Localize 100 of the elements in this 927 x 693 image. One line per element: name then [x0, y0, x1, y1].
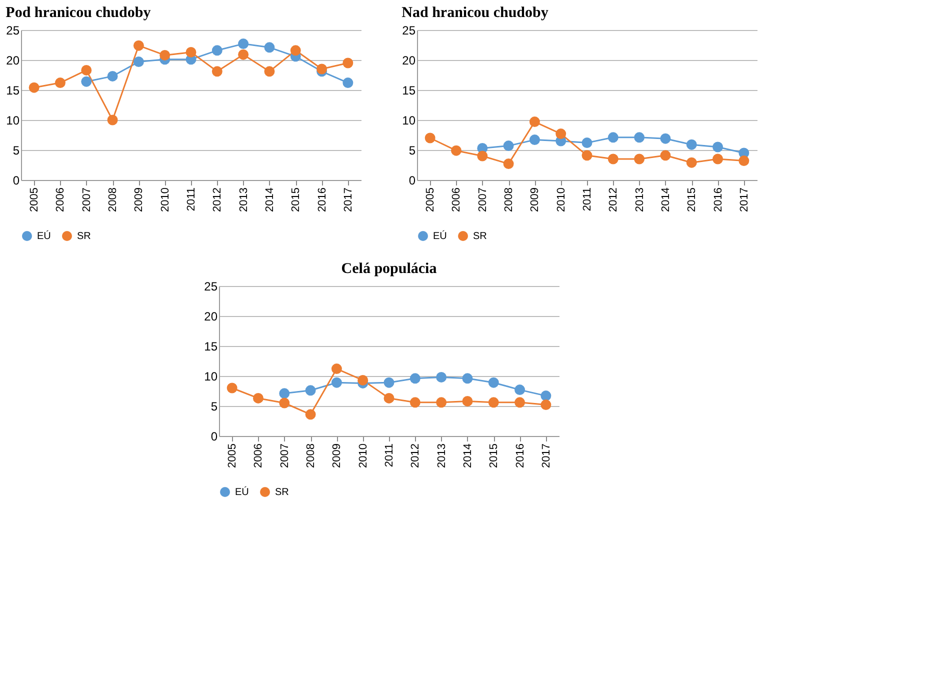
point — [238, 49, 249, 60]
point — [436, 372, 447, 382]
y-tick-label: 15 — [402, 84, 416, 98]
y-tick-label: 25 — [402, 24, 416, 38]
x-tick-label: 2009 — [331, 444, 344, 468]
legend-label: EÚ — [37, 230, 51, 242]
point — [342, 58, 354, 68]
point — [81, 64, 92, 76]
point — [582, 150, 592, 161]
chart-title: Nad hranicou chudoby — [402, 5, 549, 21]
point — [582, 138, 592, 148]
x-tick-label: 2007 — [80, 188, 93, 212]
x-tick-label: 2017 — [540, 444, 552, 468]
point — [477, 150, 488, 162]
point — [540, 400, 552, 410]
y-tick-label: 15 — [204, 340, 218, 354]
x-tick-label: 2008 — [107, 188, 120, 212]
x-tick-label: 2014 — [462, 444, 474, 468]
x-tick-label: 2010 — [159, 188, 172, 212]
point — [133, 56, 144, 68]
point — [279, 398, 290, 408]
point — [634, 132, 645, 143]
x-tick-label: 2016 — [514, 444, 526, 468]
legend-label: EÚ — [433, 230, 447, 242]
point — [424, 132, 436, 144]
x-tick-label: 2006 — [54, 188, 67, 212]
legend-label: SR — [77, 231, 91, 242]
x-tick-label: 2011 — [186, 188, 198, 212]
point — [384, 392, 394, 404]
point — [264, 42, 275, 53]
point — [410, 373, 420, 384]
point — [384, 377, 394, 388]
point — [514, 384, 526, 396]
point — [436, 397, 447, 408]
point — [28, 82, 40, 93]
x-tick-label: 2007 — [278, 444, 291, 468]
x-tick-label: 2012 — [212, 188, 224, 212]
x-tick-label: 2015 — [290, 188, 302, 212]
point — [305, 409, 316, 420]
point — [686, 139, 697, 150]
point — [331, 364, 342, 374]
x-tick-label: 2010 — [357, 444, 370, 468]
point — [316, 64, 328, 74]
x-tick-label: 2017 — [738, 188, 750, 212]
x-tick-label: 2013 — [238, 188, 250, 212]
x-tick-label: 2014 — [660, 188, 672, 212]
y-tick-label: 25 — [204, 280, 218, 294]
x-tick-label: 2008 — [305, 444, 318, 468]
point — [712, 142, 724, 152]
point — [186, 46, 196, 58]
x-tick-label: 2016 — [316, 188, 328, 212]
x-tick-label: 2011 — [582, 188, 594, 212]
point — [529, 134, 540, 146]
y-tick-label: 5 — [408, 144, 416, 158]
point — [290, 45, 301, 56]
y-tick-label: 0 — [210, 430, 218, 444]
x-tick-label: 2009 — [133, 188, 146, 212]
x-tick-label: 2005 — [28, 188, 41, 212]
point — [410, 397, 420, 408]
point — [450, 145, 462, 156]
point — [107, 70, 118, 82]
y-tick-label: 15 — [6, 84, 20, 98]
chart-title: Pod hranicou chudoby — [6, 5, 152, 21]
point — [503, 158, 514, 170]
point — [331, 377, 342, 388]
point — [462, 373, 473, 384]
point — [264, 66, 275, 77]
point — [608, 154, 618, 164]
y-tick-label: 10 — [204, 370, 218, 384]
point — [212, 66, 222, 77]
x-tick-label: 2012 — [410, 444, 422, 468]
point — [503, 140, 514, 152]
x-tick-label: 2017 — [342, 188, 354, 212]
y-tick-label: 5 — [12, 144, 20, 158]
x-tick-label: 2006 — [252, 444, 265, 468]
y-tick-label: 20 — [204, 310, 218, 324]
y-tick-label: 0 — [12, 174, 20, 188]
point — [358, 374, 368, 386]
x-tick-label: 2011 — [384, 444, 396, 468]
point — [252, 392, 264, 404]
point — [81, 76, 92, 87]
y-tick-label: 0 — [408, 174, 416, 188]
point — [608, 132, 618, 143]
point — [212, 45, 222, 56]
y-tick-label: 20 — [6, 54, 20, 68]
point — [342, 78, 354, 88]
x-tick-label: 2013 — [634, 188, 646, 212]
x-tick-label: 2016 — [712, 188, 724, 212]
y-tick-label: 25 — [6, 24, 20, 38]
point — [107, 114, 118, 126]
x-tick-label: 2009 — [529, 188, 542, 212]
point — [660, 150, 671, 161]
chart-title: Celá populácia — [341, 261, 438, 277]
x-tick-label: 2007 — [476, 188, 489, 212]
point — [712, 154, 724, 164]
point — [54, 78, 66, 88]
point — [686, 157, 697, 168]
point — [488, 397, 499, 408]
x-tick-label: 2010 — [555, 188, 568, 212]
x-tick-label: 2005 — [226, 444, 239, 468]
